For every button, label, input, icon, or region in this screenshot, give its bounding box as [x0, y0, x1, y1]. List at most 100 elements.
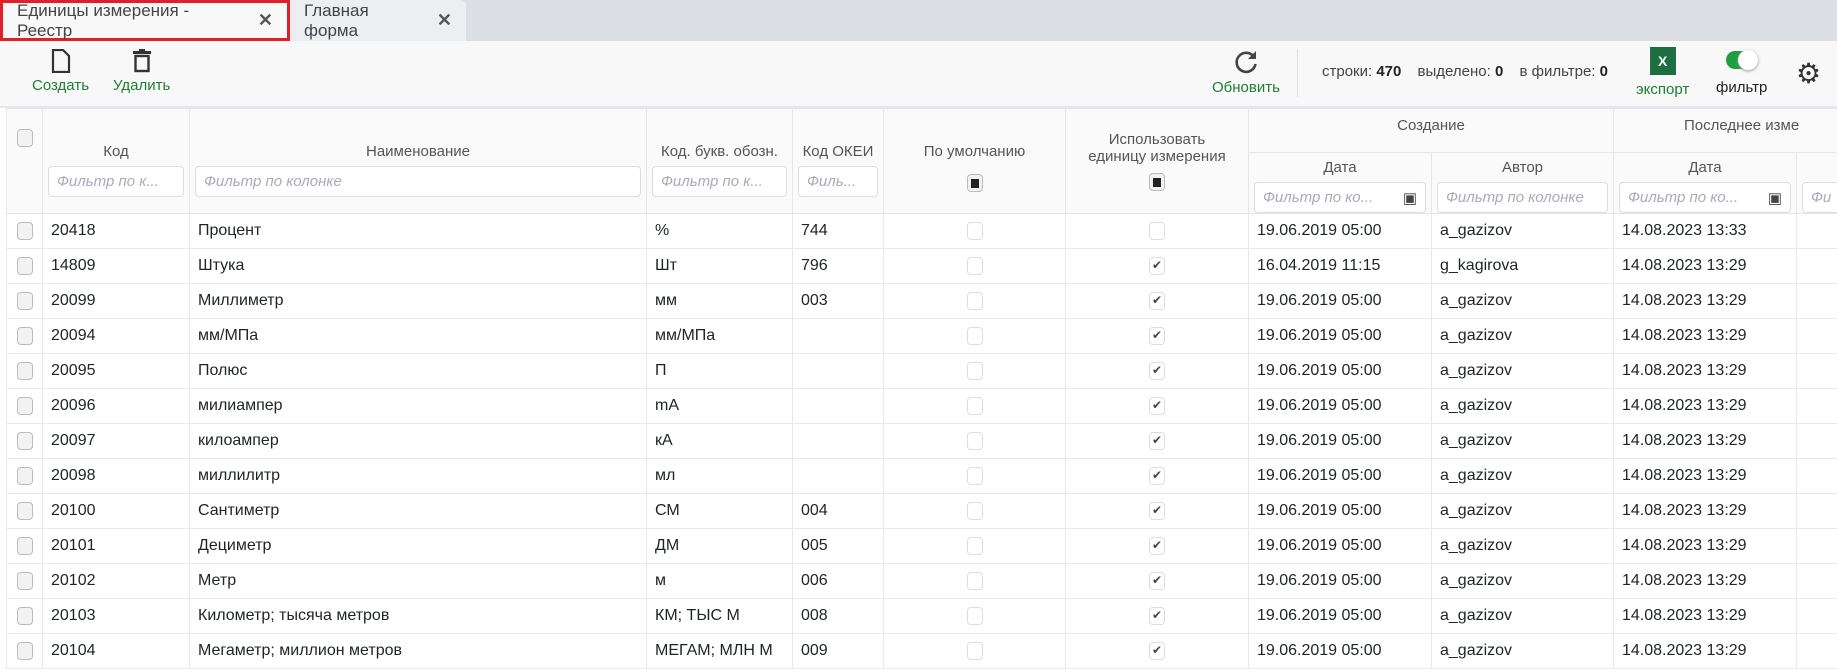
table-row[interactable]: 20101 Дециметр ДМ 005 19.06.2019 05:00 a… — [7, 529, 1837, 564]
table-row[interactable]: 20103 Километр; тысяча метров КМ; ТЫС М … — [7, 599, 1837, 634]
create-label: Создать — [32, 77, 89, 94]
delete-button[interactable]: Удалить — [113, 49, 170, 94]
in-filter-label: в фильтре: — [1519, 63, 1595, 80]
cell-letter: Шт — [647, 249, 793, 284]
row-checkbox[interactable] — [17, 432, 33, 450]
cell-code: 20103 — [43, 599, 190, 634]
cell-change-date: 14.08.2023 13:29 — [1614, 284, 1797, 319]
use-checkbox — [1149, 257, 1165, 275]
filter-change-date-input[interactable]: Фильтр по ко...▣ — [1619, 182, 1791, 213]
cell-creation-date: 19.06.2019 05:00 — [1249, 564, 1432, 599]
cell-code: 20097 — [43, 424, 190, 459]
refresh-button[interactable]: Обновить — [1212, 49, 1280, 96]
cell-creation-date: 19.06.2019 05:00 — [1249, 319, 1432, 354]
cell-okei — [793, 424, 884, 459]
cell-code: 20099 — [43, 284, 190, 319]
cell-author: a_gazizov — [1432, 634, 1614, 669]
filter-toggle[interactable]: фильтр — [1716, 45, 1767, 96]
cell-code: 20098 — [43, 459, 190, 494]
cell-letter: мм — [647, 284, 793, 319]
cell-change-date: 14.08.2023 13:29 — [1614, 389, 1797, 424]
close-icon[interactable]: ✕ — [258, 10, 273, 31]
filter-next-input[interactable]: Фи — [1802, 182, 1837, 213]
filter-code-input[interactable]: Фильтр по к... — [48, 166, 184, 197]
table-row[interactable]: 20095 Полюс П 19.06.2019 05:00 a_gazizov… — [7, 354, 1837, 389]
cell-code: 20418 — [43, 214, 190, 249]
toggle-switch[interactable] — [1726, 51, 1758, 69]
cell-okei — [793, 354, 884, 389]
cell-name: Метр — [190, 564, 647, 599]
table-row[interactable]: 20100 Сантиметр СМ 004 19.06.2019 05:00 … — [7, 494, 1837, 529]
table-row[interactable]: 20096 милиампер mA 19.06.2019 05:00 a_ga… — [7, 389, 1837, 424]
table-row[interactable]: 14809 Штука Шт 796 16.04.2019 11:15 g_ka… — [7, 249, 1837, 284]
row-checkbox[interactable] — [17, 537, 33, 555]
cell-code: 20100 — [43, 494, 190, 529]
filter-creation-date-input[interactable]: Фильтр по ко...▣ — [1254, 182, 1426, 213]
settings-icon[interactable]: ⚙ — [1796, 57, 1821, 90]
col-default: По умолчанию — [884, 109, 1066, 214]
row-checkbox[interactable] — [17, 222, 33, 240]
row-checkbox[interactable] — [17, 607, 33, 625]
use-checkbox — [1149, 467, 1165, 485]
tab-units-registry[interactable]: Единицы измерения - Реестр✕ — [0, 0, 290, 41]
row-checkbox[interactable] — [17, 642, 33, 660]
cell-name: Мегаметр; миллион метров — [190, 634, 647, 669]
cell-okei: 008 — [793, 599, 884, 634]
row-checkbox[interactable] — [17, 292, 33, 310]
col-letter: Код. букв. обозн.Фильтр по к... — [647, 109, 793, 214]
row-checkbox[interactable] — [17, 572, 33, 590]
table-row[interactable]: 20099 Миллиметр мм 003 19.06.2019 05:00 … — [7, 284, 1837, 319]
header-label: Дата — [1249, 153, 1431, 176]
cell-letter: КМ; ТЫС М — [647, 599, 793, 634]
cell-name: милиампер — [190, 389, 647, 424]
filter-author-input[interactable]: Фильтр по колонке — [1437, 182, 1608, 213]
use-checkbox — [1149, 607, 1165, 625]
create-button[interactable]: Создать — [32, 49, 89, 94]
filter-use-checkbox[interactable] — [1149, 173, 1165, 191]
cell-creation-date: 19.06.2019 05:00 — [1249, 459, 1432, 494]
export-label: экспорт — [1636, 81, 1689, 98]
table-row[interactable]: 20094 мм/МПа мм/МПа 19.06.2019 05:00 a_g… — [7, 319, 1837, 354]
table-row[interactable]: 20418 Процент % 744 19.06.2019 05:00 a_g… — [7, 214, 1837, 249]
calendar-icon[interactable]: ▣ — [1403, 189, 1417, 207]
row-checkbox[interactable] — [17, 397, 33, 415]
close-icon[interactable]: ✕ — [437, 10, 452, 31]
default-checkbox — [967, 467, 983, 485]
cell-okei: 006 — [793, 564, 884, 599]
row-checkbox[interactable] — [17, 467, 33, 485]
row-checkbox[interactable] — [17, 362, 33, 380]
table-row[interactable]: 20104 Мегаметр; миллион метров МЕГАМ; МЛ… — [7, 634, 1837, 669]
cell-name: Дециметр — [190, 529, 647, 564]
cell-creation-date: 19.06.2019 05:00 — [1249, 424, 1432, 459]
cell-code: 20101 — [43, 529, 190, 564]
filter-letter-input[interactable]: Фильтр по к... — [652, 166, 787, 197]
cell-creation-date: 16.04.2019 11:15 — [1249, 249, 1432, 284]
cell-letter: СМ — [647, 494, 793, 529]
default-checkbox — [967, 292, 983, 310]
cell-code: 20094 — [43, 319, 190, 354]
calendar-icon[interactable]: ▣ — [1768, 189, 1782, 207]
row-checkbox[interactable] — [17, 502, 33, 520]
cell-letter: ДМ — [647, 529, 793, 564]
tab-main-form[interactable]: Главная форма✕ — [290, 0, 466, 41]
table-row[interactable]: 20097 килоампер кА 19.06.2019 05:00 a_ga… — [7, 424, 1837, 459]
default-checkbox — [967, 327, 983, 345]
cell-change-date: 14.08.2023 13:29 — [1614, 319, 1797, 354]
cell-okei — [793, 459, 884, 494]
cell-author: a_gazizov — [1432, 389, 1614, 424]
table-row[interactable]: 20098 миллилитр мл 19.06.2019 05:00 a_ga… — [7, 459, 1837, 494]
select-all-checkbox[interactable] — [17, 129, 33, 147]
use-checkbox — [1149, 292, 1165, 310]
filter-okei-input[interactable]: Филь... — [798, 166, 878, 197]
filter-default-checkbox[interactable] — [967, 174, 983, 192]
export-button[interactable]: X экспорт — [1636, 43, 1689, 98]
divider — [1297, 49, 1298, 97]
filter-name-input[interactable]: Фильтр по колонке — [195, 166, 641, 197]
row-checkbox[interactable] — [17, 327, 33, 345]
cell-creation-date: 19.06.2019 05:00 — [1249, 494, 1432, 529]
cell-okei: 744 — [793, 214, 884, 249]
table-row[interactable]: 20102 Метр м 006 19.06.2019 05:00 a_gazi… — [7, 564, 1837, 599]
row-checkbox[interactable] — [17, 257, 33, 275]
